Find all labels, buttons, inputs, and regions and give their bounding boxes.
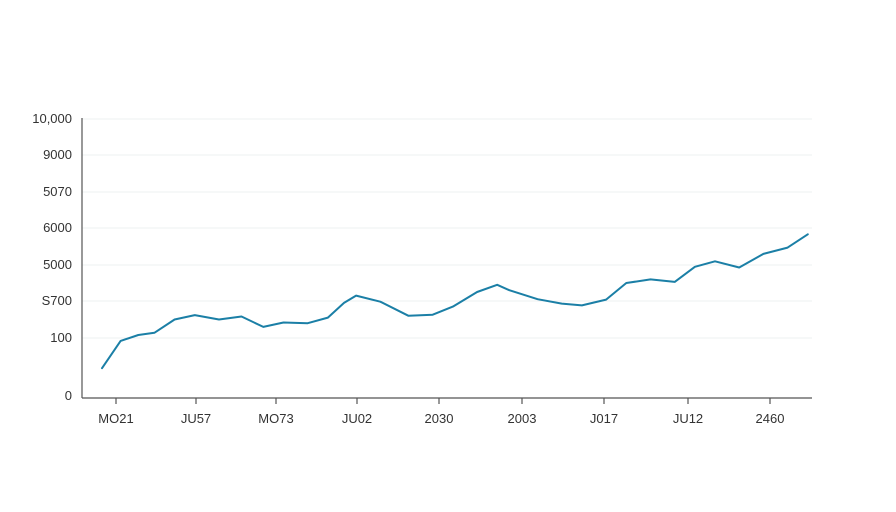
x-tick-label: MO21 <box>98 411 133 426</box>
x-tick-label: 2030 <box>425 411 454 426</box>
x-tick-label: 2003 <box>508 411 537 426</box>
y-tick-label: 10,000 <box>32 111 72 126</box>
x-tick-label: MO73 <box>258 411 293 426</box>
y-tick-label: 5000 <box>43 257 72 272</box>
y-axis-ticks: 0 100 S700 5000 6000 5070 9000 10,000 <box>32 111 72 403</box>
y-tick-label: 9000 <box>43 147 72 162</box>
series-line <box>101 233 809 370</box>
x-tick-label: J017 <box>590 411 618 426</box>
axes <box>81 118 812 399</box>
grid <box>82 118 812 339</box>
x-axis-ticks: MO21 JU57 MO73 JU02 2030 2003 J017 JU12 2460 <box>98 398 784 426</box>
x-tick-label: JU02 <box>342 411 372 426</box>
series-group <box>101 233 809 370</box>
x-tick-label: JU12 <box>673 411 703 426</box>
y-tick-label: 100 <box>50 330 72 345</box>
y-tick-label: 5070 <box>43 184 72 199</box>
y-tick-label: S700 <box>42 293 72 308</box>
x-tick-label: JU57 <box>181 411 211 426</box>
y-tick-label: 0 <box>65 388 72 403</box>
x-tick-label: 2460 <box>756 411 785 426</box>
y-tick-label: 6000 <box>43 220 72 235</box>
